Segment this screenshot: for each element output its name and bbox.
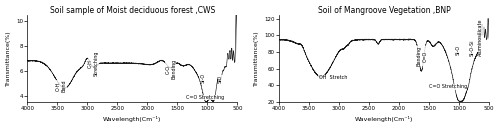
Text: C=O Stretching: C=O Stretching [428,84,467,89]
Text: Si-O: Si-O [200,73,205,83]
Text: Aluminosilicate: Aluminosilicate [478,19,484,56]
Text: SiO: SiO [218,75,223,83]
Text: OH  Stretch: OH Stretch [318,75,347,80]
X-axis label: Wavelength(Cm⁻¹): Wavelength(Cm⁻¹) [103,116,162,122]
Title: Soil of Mangroove Vegetation ,BNP: Soil of Mangroove Vegetation ,BNP [318,6,450,15]
Title: Soil sample of Moist deciduous forest ,CWS: Soil sample of Moist deciduous forest ,C… [50,6,215,15]
Y-axis label: Transmittance(%): Transmittance(%) [254,30,259,86]
X-axis label: Wavelength(Cm⁻¹): Wavelength(Cm⁻¹) [355,116,414,122]
Text: Si-O-Si: Si-O-Si [470,40,474,56]
Y-axis label: Transmittance(%): Transmittance(%) [6,30,10,86]
Text: C-O
Bending: C-O Bending [166,59,176,79]
Text: O-H
Bend: O-H Bend [56,80,67,92]
Text: C=O Stretching: C=O Stretching [186,95,224,100]
Text: C-H
Stretching: C-H Stretching [88,51,99,76]
Text: Bending
C=O: Bending C=O [416,46,428,66]
Text: Si-O: Si-O [456,45,461,55]
